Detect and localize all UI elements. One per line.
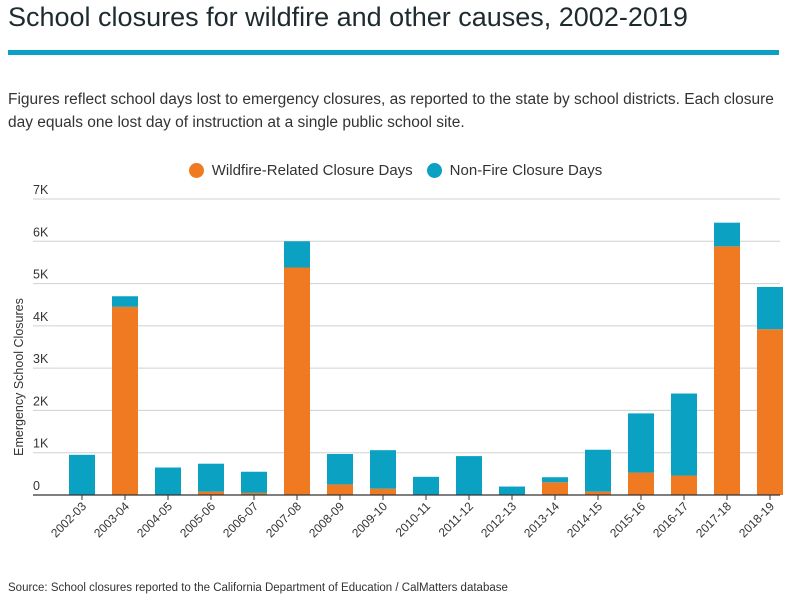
y-tick-label: 0 [33,479,40,493]
y-tick-label: 3K [33,352,49,366]
bar-nonfire [714,222,740,247]
legend-label-nonfire: Non-Fire Closure Days [449,162,603,179]
y-tick-label: 2K [33,394,49,408]
x-tick-label: 2013-14 [521,499,562,540]
bar-wildfire [370,488,396,495]
bar-nonfire [198,463,224,492]
x-tick-label: 2015-16 [607,499,648,540]
bar-wildfire [757,329,783,495]
x-tick-label: 2007-08 [263,499,304,540]
x-tick-label: 2009-10 [349,499,390,540]
bar-nonfire [413,476,439,495]
title-rule [8,50,779,55]
bar-nonfire [628,413,654,473]
x-tick-label: 2017-18 [693,499,734,540]
chart-legend: Wildfire-Related Closure Days Non-Fire C… [0,162,791,179]
x-tick-label: 2014-15 [564,499,605,540]
legend-label-wildfire: Wildfire-Related Closure Days [211,162,413,179]
bar-wildfire [112,306,138,495]
bar-nonfire [499,486,525,495]
bar-nonfire [456,456,482,495]
legend-item-nonfire[interactable]: Non-Fire Closure Days [426,162,603,179]
x-tick-label: 2003-04 [91,499,132,540]
bar-nonfire [241,471,267,493]
bar-nonfire [370,450,396,489]
bar-nonfire [671,393,697,476]
bar-nonfire [112,296,138,307]
y-tick-label: 7K [33,183,49,197]
bar-wildfire [628,472,654,495]
legend-swatch-wildfire [188,163,204,178]
x-tick-label: 2006-07 [220,499,261,540]
bar-wildfire [542,482,568,495]
legend-item-wildfire[interactable]: Wildfire-Related Closure Days [188,162,413,179]
bar-wildfire [671,475,697,495]
bar-nonfire [757,286,783,330]
y-tick-label: 6K [33,225,49,239]
x-tick-label: 2004-05 [134,499,175,540]
bar-nonfire [69,454,95,495]
bar-wildfire [585,491,611,495]
x-tick-label: 2011-12 [436,499,477,540]
legend-swatch-nonfire [426,163,442,178]
y-axis-label: Emergency School Closures [12,298,26,456]
source-note: Source: School closures reported to the … [8,582,508,594]
bar-wildfire [284,267,310,495]
bar-wildfire [714,246,740,495]
x-tick-label: 2002-03 [48,499,89,540]
bar-wildfire [327,484,353,495]
x-tick-label: 2016-17 [650,499,691,540]
x-tick-label: 2005-06 [177,499,218,540]
bar-nonfire [542,477,568,483]
x-tick-label: 2008-09 [306,499,347,540]
bar-nonfire [585,449,611,492]
bar-wildfire [241,492,267,495]
bar-nonfire [327,453,353,485]
chart-title: School closures for wildfire and other c… [8,2,688,32]
bar-nonfire [284,241,310,268]
x-tick-label: 2010-11 [393,499,434,540]
x-tick-label: 2012-13 [478,499,519,540]
chart-subtitle: Figures reflect school days lost to emer… [8,91,774,131]
x-tick-label: 2018-19 [736,499,777,540]
y-tick-label: 4K [33,310,49,324]
y-tick-label: 1K [33,437,49,451]
bar-wildfire [198,491,224,495]
y-tick-label: 5K [33,268,49,282]
bar-nonfire [155,467,181,495]
